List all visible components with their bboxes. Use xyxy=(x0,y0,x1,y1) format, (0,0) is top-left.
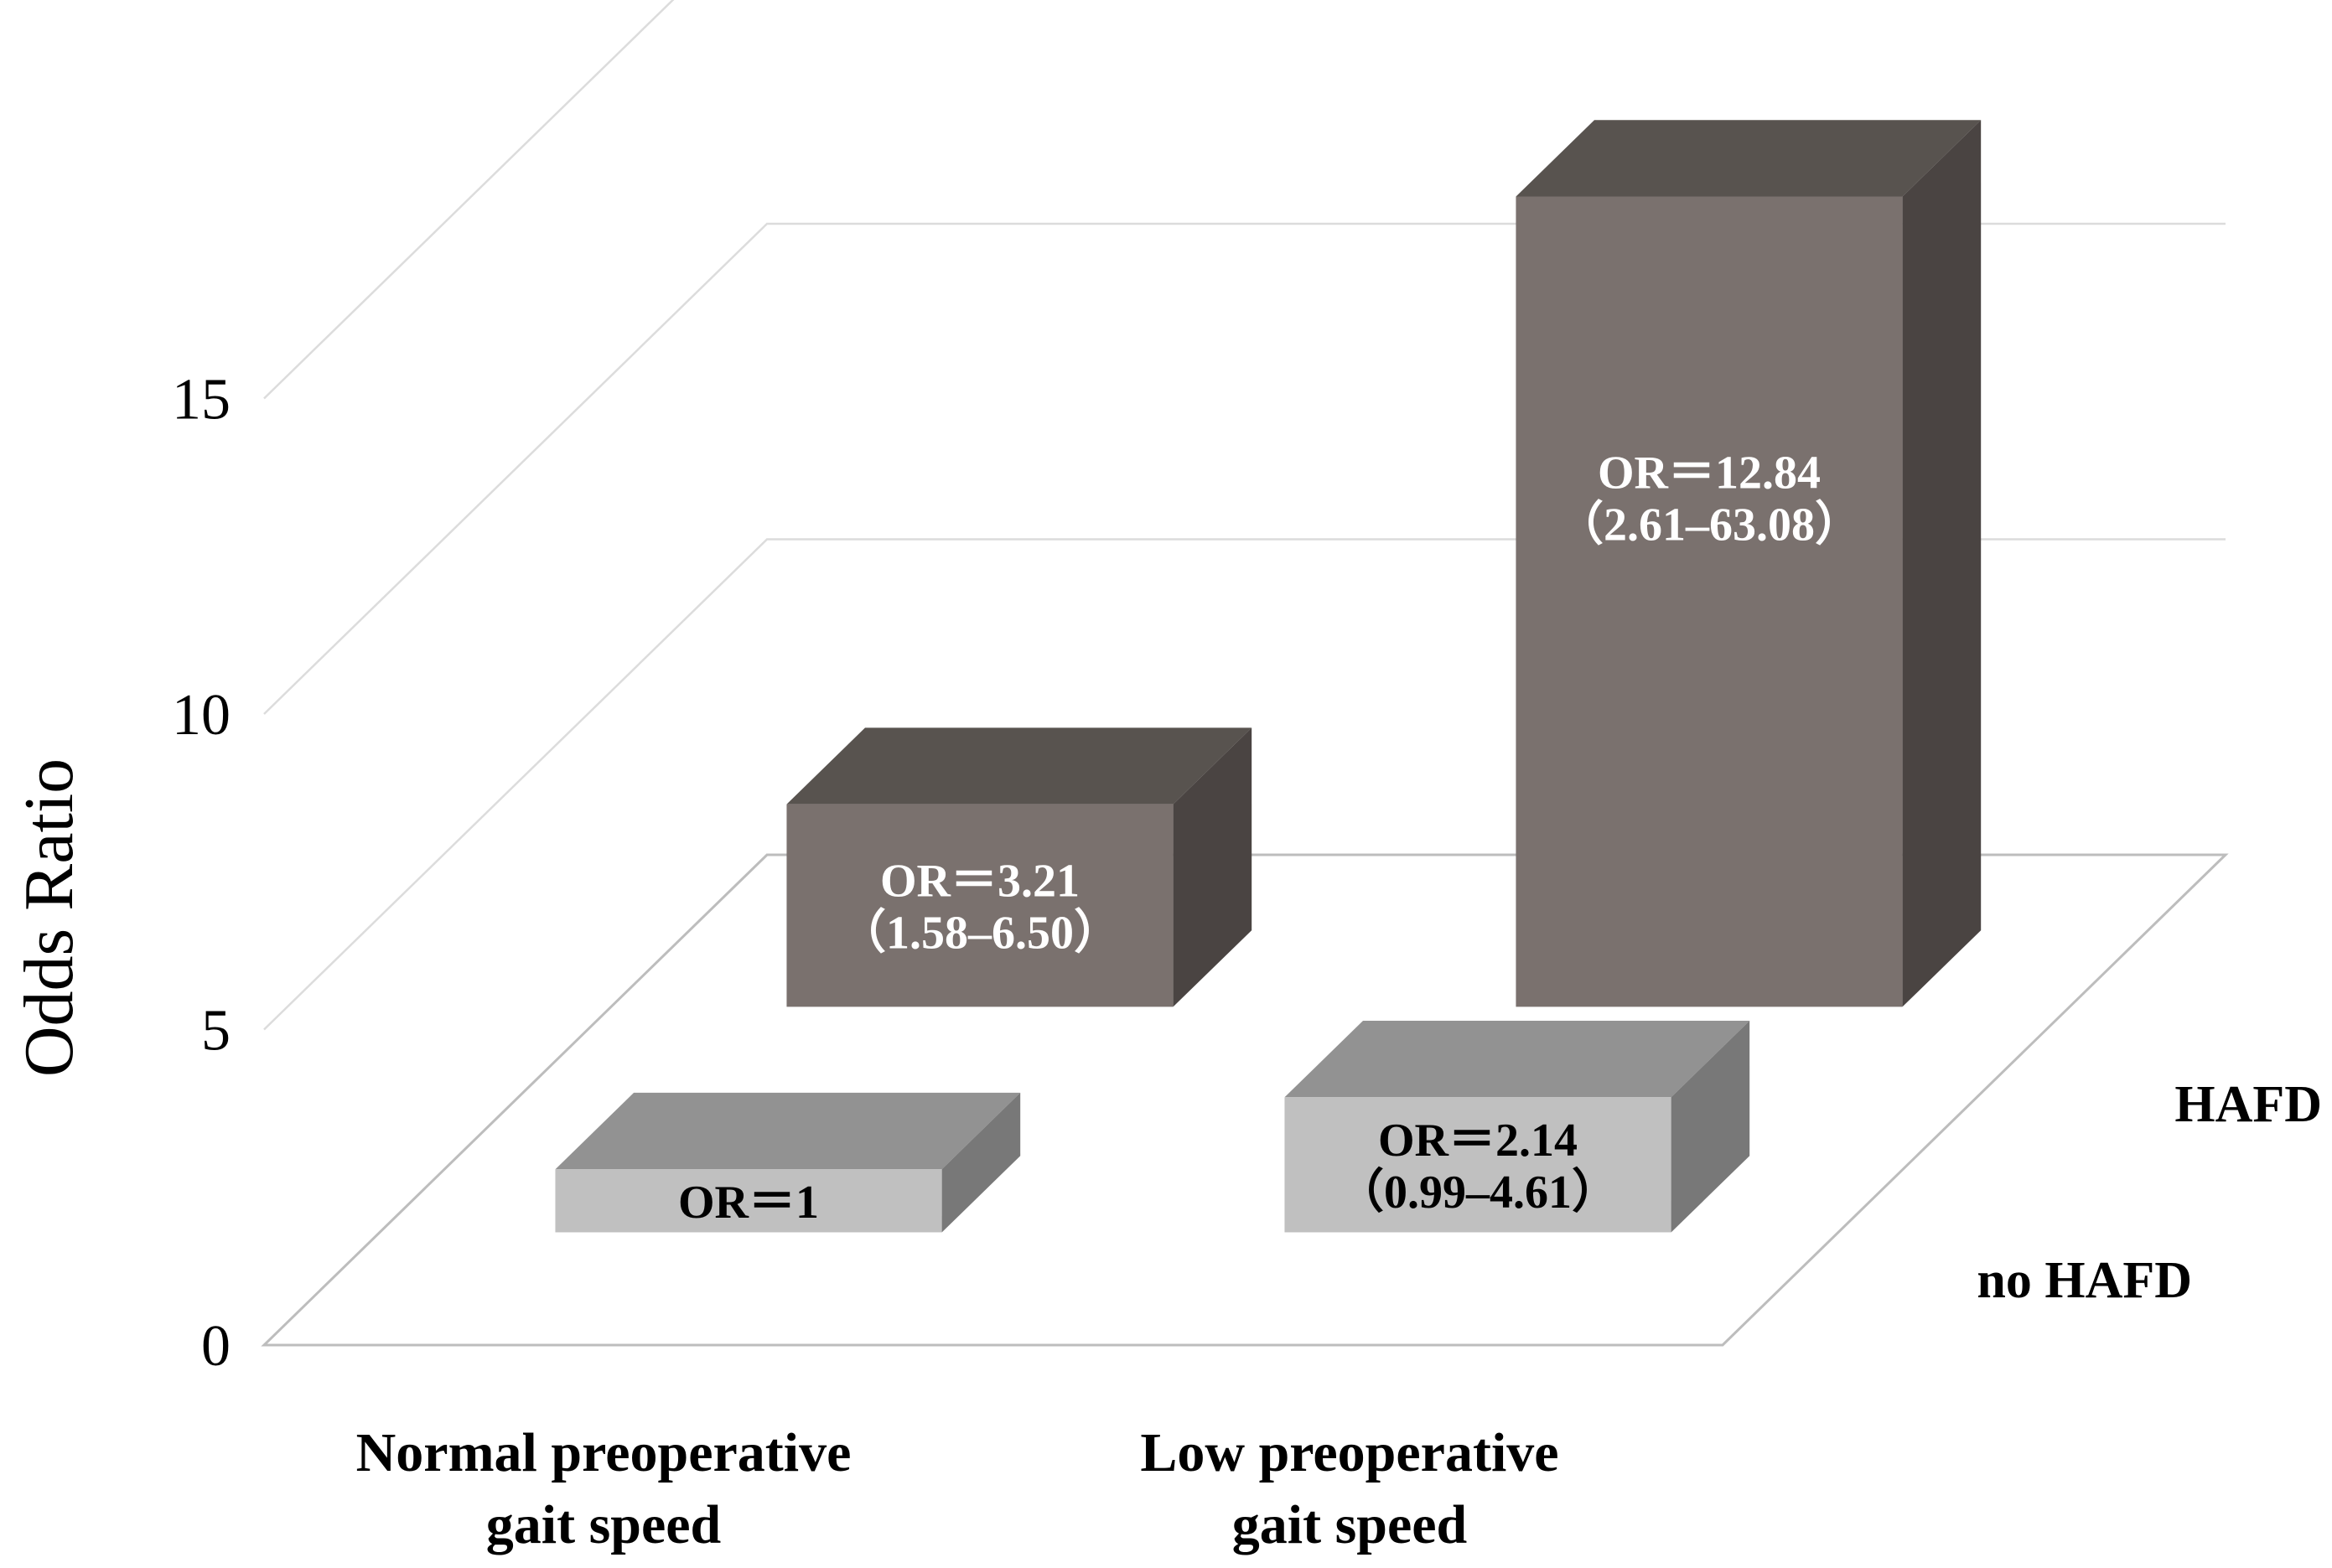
bar-front-face xyxy=(786,804,1174,1007)
series-label: no HAFD xyxy=(1977,1252,2192,1309)
bar-side-face xyxy=(1173,727,1252,1007)
data-label: OR＝3.21 （1.58–6.50） xyxy=(839,855,1121,959)
bars: OR＝12.84 （2.61–63.08） OR＝3.21 （1.58–6.50） OR… xyxy=(555,120,1982,1233)
bar-top-face xyxy=(786,727,1252,805)
gridline xyxy=(263,0,675,400)
bar: OR＝2.14 （0.99–4.61） xyxy=(1284,1021,1750,1233)
data-label: OR＝1 xyxy=(678,1177,819,1229)
bar-top-face xyxy=(1516,120,1982,197)
category-labels: Normal preoperative gait speed Low preoper… xyxy=(356,1422,1559,1555)
y-tick-label: 15 xyxy=(172,368,231,432)
bar-front-face xyxy=(1516,196,1903,1007)
bar-side-face xyxy=(941,1092,1021,1233)
y-tick-label: 5 xyxy=(201,999,231,1063)
category-label: Low preoperative gait speed xyxy=(1140,1422,1558,1555)
y-tick-label: 0 xyxy=(201,1314,231,1379)
bar-top-face xyxy=(1284,1021,1750,1098)
data-label: OR＝2.14 （0.99–4.61） xyxy=(1337,1115,1619,1219)
y-axis-ticks: 0 5 10 15 xyxy=(172,368,231,1379)
data-label: OR＝12.84 （2.61–63.08） xyxy=(1557,448,1862,551)
bar-top-face xyxy=(555,1092,1021,1170)
bar-front-face xyxy=(555,1169,942,1233)
y-tick-label: 10 xyxy=(172,683,231,748)
bar-side-face xyxy=(1671,1021,1750,1233)
bar: OR＝12.84 （2.61–63.08） xyxy=(1516,120,1982,1007)
bar-front-face xyxy=(1284,1097,1671,1233)
category-label: Normal preoperative gait speed xyxy=(356,1422,852,1555)
series-labels: no HAFD HAFD xyxy=(1977,1076,2322,1309)
bar-side-face xyxy=(1902,120,1982,1007)
bar: OR＝3.21 （1.58–6.50） xyxy=(786,727,1252,1007)
bar: OR＝1 xyxy=(555,1092,1021,1233)
y-axis-label: Odds Ratio xyxy=(10,758,88,1077)
series-label: HAFD xyxy=(2174,1076,2322,1133)
